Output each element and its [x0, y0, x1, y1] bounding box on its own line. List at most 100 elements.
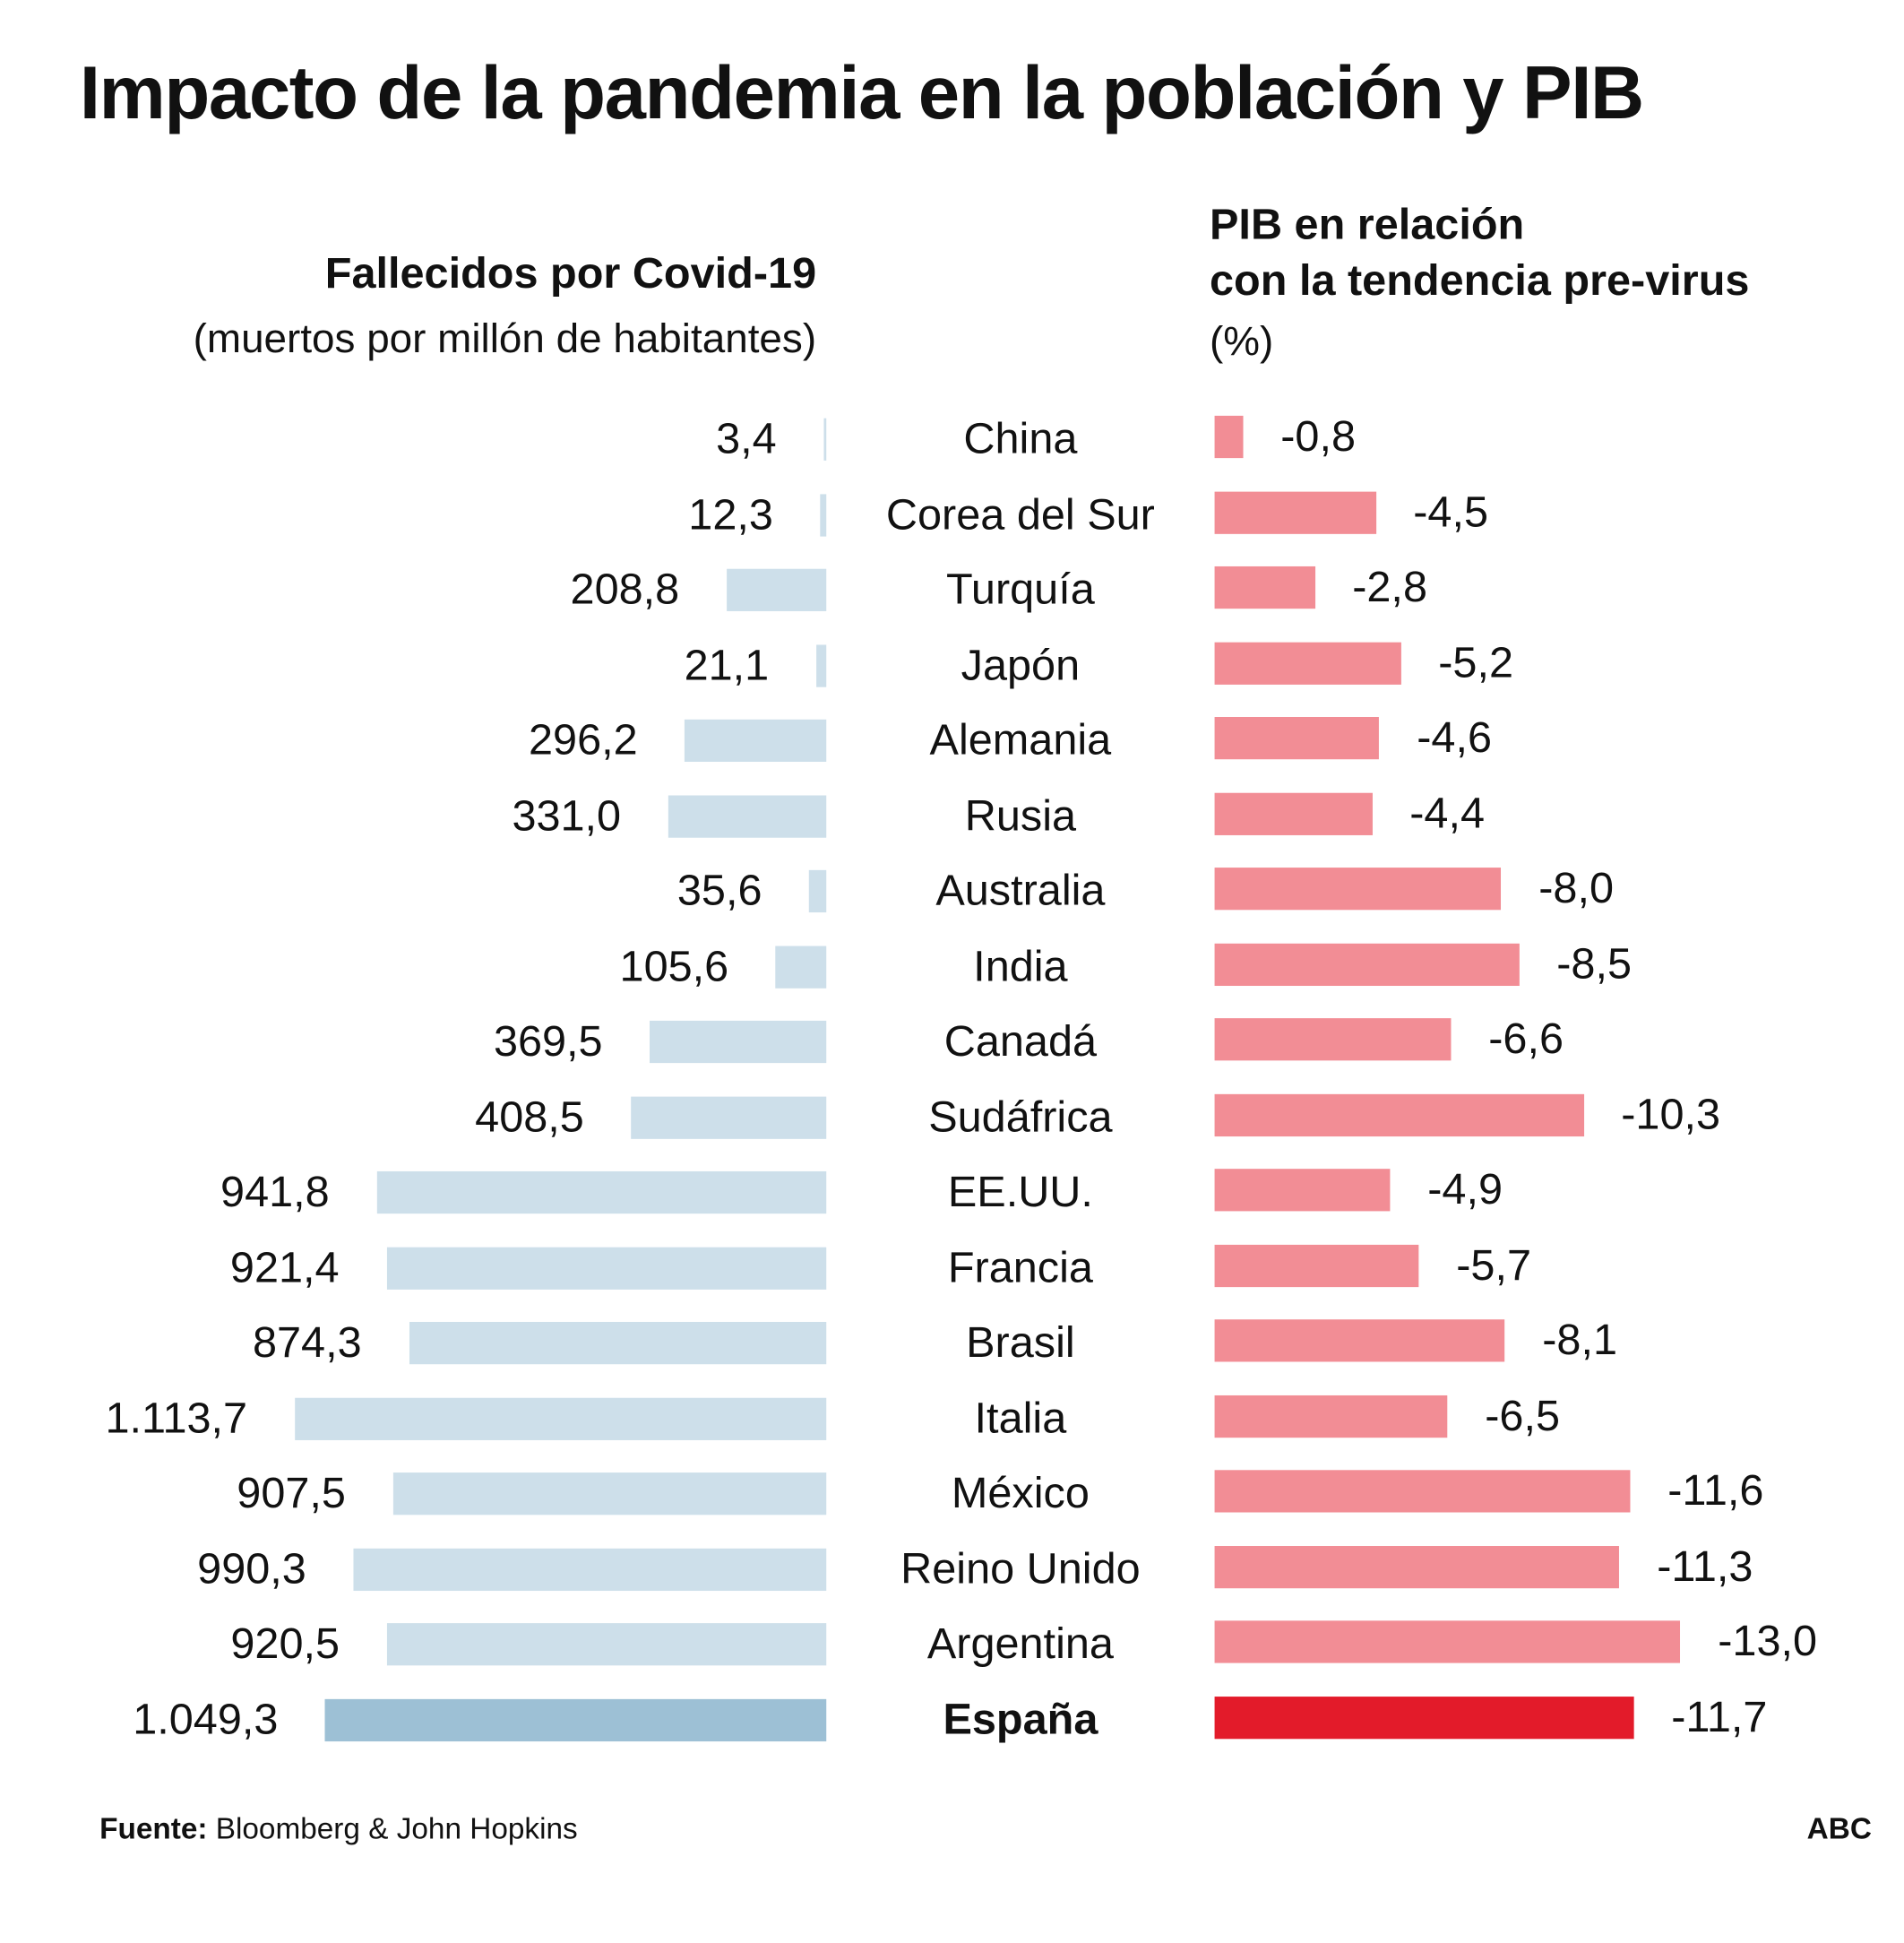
country-label: Brasil [966, 1317, 1075, 1368]
left-bar [376, 1170, 827, 1214]
country-label: Turquía [946, 565, 1095, 614]
right-bar [1214, 1169, 1391, 1212]
left-value-label: 1.049,3 [133, 1694, 279, 1744]
country-label: Argentina [926, 1619, 1114, 1669]
left-panel-title: Fallecidos por Covid-19 [324, 248, 817, 298]
left-panel-subtitle: (muertos por millón de habitantes) [193, 315, 817, 361]
left-value-label: 920,5 [230, 1619, 340, 1669]
right-value-label: -0,8 [1280, 411, 1356, 461]
right-value-label: -11,3 [1657, 1541, 1753, 1591]
left-value-label: 296,2 [529, 715, 638, 764]
right-bar [1214, 943, 1520, 986]
country-label: Alemania [929, 715, 1112, 764]
right-value-label: -2,8 [1352, 562, 1427, 611]
left-value-label: 408,5 [475, 1092, 584, 1141]
right-value-label: -10,3 [1621, 1089, 1721, 1139]
right-bar [1214, 1244, 1419, 1287]
right-bar [1214, 1395, 1448, 1438]
right-bar [1214, 566, 1315, 609]
right-title-line-1: PIB en relación [1210, 200, 1525, 249]
right-value-label: -11,6 [1667, 1466, 1764, 1516]
left-value-label: 3,4 [716, 414, 777, 463]
left-value-label: 208,8 [570, 565, 680, 614]
right-value-label: -11,7 [1671, 1692, 1768, 1741]
right-bar [1214, 1696, 1634, 1739]
left-bar [353, 1548, 827, 1591]
right-title-line-2: con la tendencia pre-virus [1210, 256, 1750, 306]
country-label: España [943, 1694, 1098, 1744]
left-value-label: 921,4 [229, 1242, 340, 1291]
left-value-label: 990,3 [197, 1543, 306, 1593]
right-bar [1214, 792, 1373, 835]
left-bar [809, 869, 827, 913]
right-value-label: -13,0 [1718, 1617, 1818, 1666]
source-note: Fuente: Bloomberg & John Hopkins [99, 1812, 578, 1847]
left-value-label: 35,6 [676, 866, 762, 915]
country-label: México [951, 1468, 1090, 1518]
right-value-label: -5,2 [1438, 637, 1513, 687]
right-bar [1214, 1319, 1505, 1362]
left-value-label: 21,1 [684, 640, 770, 689]
right-bar [1214, 1470, 1631, 1513]
right-bar [1214, 1545, 1620, 1588]
left-value-label: 331,0 [512, 790, 622, 840]
country-label: Corea del Sur [885, 489, 1155, 539]
left-bar [631, 1095, 827, 1139]
country-label: China [963, 414, 1078, 463]
country-label: Reino Unido [900, 1543, 1141, 1593]
left-value-label: 12,3 [688, 489, 773, 539]
left-bar [325, 1698, 827, 1741]
right-value-label: -8,0 [1538, 863, 1614, 913]
chart-title: Impacto de la pandemia en la población y… [79, 50, 1644, 135]
right-value-label: -4,4 [1409, 788, 1486, 838]
country-label: India [973, 941, 1068, 990]
country-label: Rusia [964, 790, 1077, 840]
right-value-label: -5,7 [1456, 1240, 1531, 1290]
right-bar [1214, 1018, 1452, 1061]
brand-logo: ABC [1806, 1812, 1872, 1846]
right-bar [1214, 1093, 1584, 1136]
left-bar [392, 1472, 827, 1516]
country-label: EE.UU. [947, 1167, 1093, 1216]
right-bar [1214, 1620, 1681, 1663]
left-value-label: 907,5 [237, 1468, 346, 1518]
source-text: Bloomberg & John Hopkins [207, 1812, 578, 1846]
country-label: Australia [935, 866, 1106, 915]
right-panel-title: PIB en relación con la tendencia pre-vir… [1210, 196, 1749, 308]
left-bar [650, 1020, 827, 1064]
left-bar [820, 493, 827, 536]
left-value-label: 1.113,7 [105, 1393, 248, 1443]
left-bar [386, 1623, 827, 1666]
right-value-label: -6,6 [1488, 1014, 1564, 1064]
country-label: Canadá [943, 1016, 1098, 1066]
right-bar [1214, 490, 1376, 534]
country-label: Italia [974, 1393, 1067, 1443]
right-bar [1214, 868, 1502, 911]
left-bar [823, 418, 827, 461]
left-value-label: 874,3 [252, 1317, 362, 1368]
right-value-label: -4,6 [1417, 712, 1492, 763]
left-bar [726, 568, 827, 611]
right-value-label: -4,5 [1413, 487, 1488, 536]
left-value-label: 941,8 [220, 1167, 330, 1216]
right-bar [1214, 641, 1401, 685]
right-panel-unit: (%) [1210, 317, 1274, 364]
right-value-label: -4,9 [1427, 1165, 1503, 1214]
left-bar [386, 1246, 827, 1290]
left-bar [668, 794, 827, 838]
country-label: Francia [947, 1242, 1093, 1291]
left-value-label: 105,6 [619, 941, 729, 990]
right-bar [1214, 415, 1244, 459]
left-value-label: 369,5 [493, 1016, 603, 1066]
source-label: Fuente: [99, 1812, 208, 1846]
left-bar [815, 643, 827, 687]
right-bar [1214, 717, 1380, 760]
right-value-label: -6,5 [1485, 1391, 1560, 1440]
country-label: Japón [961, 640, 1081, 689]
left-bar [294, 1397, 827, 1440]
right-value-label: -8,5 [1556, 938, 1632, 989]
left-bar [775, 945, 827, 989]
country-label: Sudáfrica [928, 1092, 1113, 1141]
right-value-label: -8,1 [1542, 1316, 1617, 1365]
